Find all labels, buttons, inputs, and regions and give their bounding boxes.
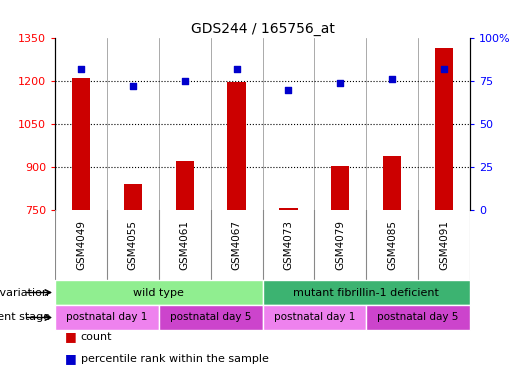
Text: percentile rank within the sample: percentile rank within the sample [81, 354, 269, 364]
Text: ■: ■ [65, 352, 77, 366]
Text: genotype/variation: genotype/variation [0, 288, 50, 298]
Text: count: count [81, 332, 112, 342]
Text: GSM4049: GSM4049 [76, 220, 86, 270]
Bar [72, 78, 90, 210]
Bar [279, 208, 298, 210]
Bar [331, 165, 349, 210]
Bar [55, 305, 159, 330]
Text: postnatal day 1: postnatal day 1 [273, 313, 355, 322]
Point [336, 80, 345, 86]
Bar [383, 156, 401, 210]
Point [232, 66, 241, 72]
Bar [366, 305, 470, 330]
Bar [176, 161, 194, 210]
Text: postnatal day 5: postnatal day 5 [170, 313, 251, 322]
Bar [435, 48, 453, 210]
Text: GSM4067: GSM4067 [232, 220, 242, 270]
Bar [263, 280, 470, 305]
Bar [124, 184, 142, 210]
Text: postnatal day 5: postnatal day 5 [377, 313, 459, 322]
Text: GSM4085: GSM4085 [387, 220, 397, 270]
Title: GDS244 / 165756_at: GDS244 / 165756_at [191, 22, 334, 36]
Text: GSM4061: GSM4061 [180, 220, 190, 270]
Text: GSM4055: GSM4055 [128, 220, 138, 270]
Bar [228, 82, 246, 210]
Point [181, 78, 189, 84]
Point [129, 83, 137, 89]
Text: GSM4079: GSM4079 [335, 220, 346, 270]
Text: ■: ■ [65, 330, 77, 344]
Bar [159, 305, 263, 330]
Bar [55, 280, 263, 305]
Text: wild type: wild type [133, 288, 184, 298]
Bar [263, 305, 366, 330]
Text: GSM4073: GSM4073 [283, 220, 294, 270]
Point [77, 66, 85, 72]
Point [284, 87, 293, 93]
Text: development stage: development stage [0, 313, 50, 322]
Point [388, 76, 397, 82]
Point [440, 66, 448, 72]
Text: postnatal day 1: postnatal day 1 [66, 313, 148, 322]
Text: GSM4091: GSM4091 [439, 220, 449, 270]
Text: mutant fibrillin-1 deficient: mutant fibrillin-1 deficient [294, 288, 439, 298]
